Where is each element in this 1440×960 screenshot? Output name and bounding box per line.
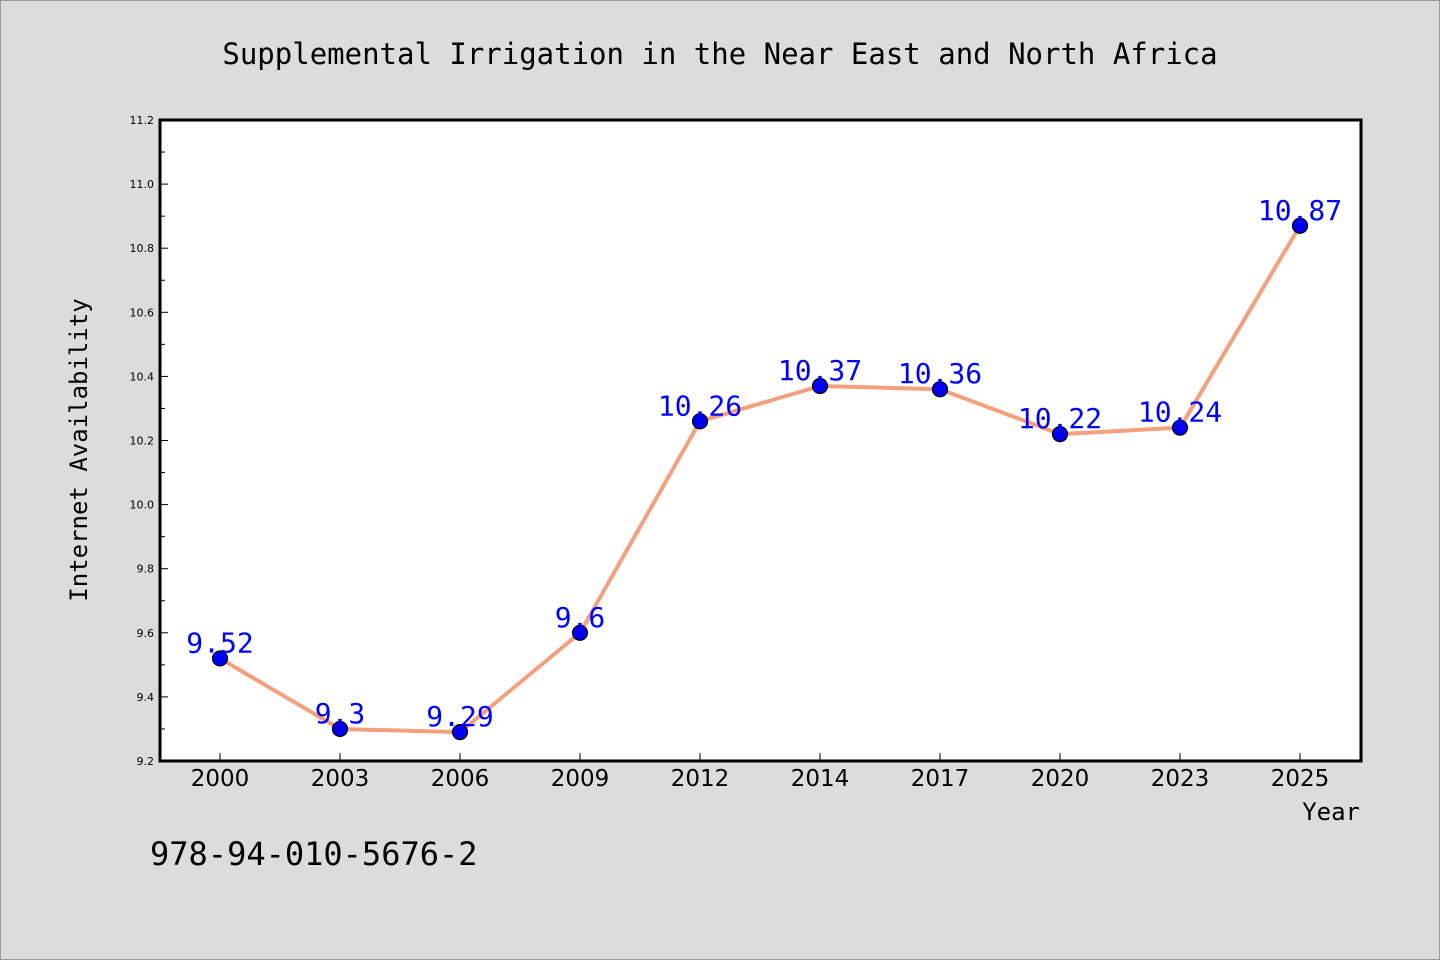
y-axis: 9.2 9.4 9.6 9.8 10.0 10.2 10.4 10.6 10.8 11.0 11.2 — [130, 114, 168, 768]
series-line — [218, 223, 1302, 735]
data-label: 10.36 — [898, 357, 982, 390]
y-tick-label: 9.4 — [137, 691, 155, 704]
y-axis-label: Internet Availability — [65, 298, 93, 601]
data-label: 10.37 — [778, 354, 862, 387]
y-tick-label: 10.6 — [130, 306, 155, 319]
y-tick-label: 9.6 — [137, 627, 155, 640]
data-label: 9.29 — [426, 700, 493, 733]
x-tick-label: 2006 — [431, 766, 490, 792]
x-tick-label: 2000 — [191, 766, 250, 792]
x-tick-label: 2020 — [1031, 766, 1090, 792]
series-line-group — [211, 217, 1309, 741]
x-axis-label: Year — [1302, 798, 1360, 826]
x-tick-label: 2009 — [551, 766, 610, 792]
data-label: 10.87 — [1258, 194, 1342, 227]
data-point — [1051, 425, 1069, 443]
y-tick-label: 10.4 — [130, 370, 155, 383]
chart-title: Supplemental Irrigation in the Near East… — [222, 37, 1217, 71]
data-labels-group: 9.52 9.3 9.29 9.6 10.26 10.37 10.36 10.22 10.24 1… — [186, 194, 1342, 733]
plot-area — [158, 118, 1363, 763]
data-label: 10.22 — [1018, 402, 1102, 435]
data-point — [1291, 217, 1309, 234]
x-tick-label: 2023 — [1151, 766, 1210, 792]
y-tick-label: 10.8 — [130, 242, 155, 255]
data-point — [931, 381, 949, 398]
x-tick-label: 2017 — [911, 766, 970, 792]
x-tick-label: 2025 — [1271, 766, 1330, 792]
y-tick-label: 11.0 — [130, 178, 155, 191]
x-axis: 2000 2003 2006 2009 2012 2014 2017 2020 2023 2025 — [191, 753, 1330, 792]
y-tick-label: 10.2 — [130, 435, 155, 448]
isbn-text: 978-94-010-5676-2 — [150, 835, 478, 873]
x-tick-label: 2012 — [671, 766, 730, 792]
data-point — [571, 624, 589, 641]
data-point — [211, 650, 229, 667]
data-label: 9.52 — [186, 626, 253, 659]
x-tick-label: 2003 — [311, 766, 370, 792]
y-tick-label: 11.2 — [130, 114, 155, 127]
data-point — [691, 413, 709, 430]
data-point — [331, 720, 349, 738]
y-tick-label: 10.0 — [130, 499, 155, 512]
y-tick-label: 9.2 — [137, 755, 155, 768]
data-point — [451, 724, 469, 741]
data-point — [811, 377, 829, 395]
data-point — [1171, 419, 1189, 436]
y-tick-label: 9.8 — [137, 563, 155, 576]
data-label: 10.24 — [1138, 396, 1222, 429]
data-label: 10.26 — [658, 389, 742, 422]
data-label: 9.6 — [555, 601, 606, 634]
x-tick-label: 2014 — [791, 766, 850, 792]
data-label: 9.3 — [315, 697, 366, 730]
